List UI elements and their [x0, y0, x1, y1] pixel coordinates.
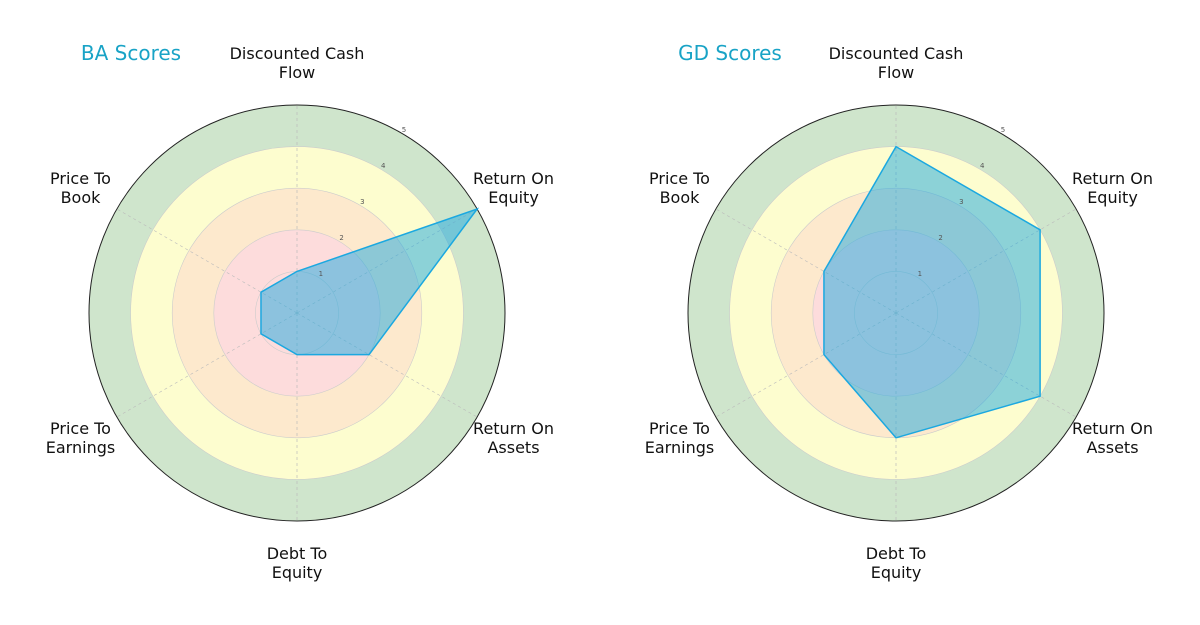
category-label: Return On Equity [1072, 169, 1153, 207]
r-tick-label: 1 [319, 270, 323, 278]
chart-title: BA Scores [80, 41, 182, 65]
category-label: Return On Assets [473, 419, 554, 457]
r-tick-label: 4 [381, 162, 386, 170]
score-area [823, 145, 1041, 439]
r-tick-label: 2 [938, 234, 942, 242]
category-label: Debt To Equity [865, 544, 927, 582]
radial-axis [715, 312, 897, 418]
category-label: Debt To Equity [266, 544, 328, 582]
radial-axis [296, 312, 478, 418]
category-label: Price To Book [50, 169, 111, 207]
r-tick-label: 3 [360, 198, 364, 206]
r-tick-label: 2 [339, 234, 343, 242]
category-label: Price To Book [649, 169, 710, 207]
category-label: Discounted Cash Flow [229, 44, 365, 82]
r-tick-label: 1 [918, 270, 922, 278]
radial-axis [116, 312, 298, 418]
radial-axis [116, 208, 298, 314]
r-tick-label: 4 [980, 162, 985, 170]
chart-title: GD Scores [678, 41, 782, 65]
r-tick-label: 5 [402, 126, 406, 134]
category-label: Price To Earnings [644, 419, 715, 457]
category-label: Discounted Cash Flow [828, 44, 964, 82]
category-label: Return On Assets [1072, 419, 1153, 457]
r-tick-label: 3 [959, 198, 963, 206]
r-tick-label: 5 [1001, 126, 1005, 134]
category-label: Price To Earnings [45, 419, 116, 457]
category-label: Return On Equity [473, 169, 554, 207]
score-area [260, 207, 480, 356]
radial-axis [715, 208, 897, 314]
